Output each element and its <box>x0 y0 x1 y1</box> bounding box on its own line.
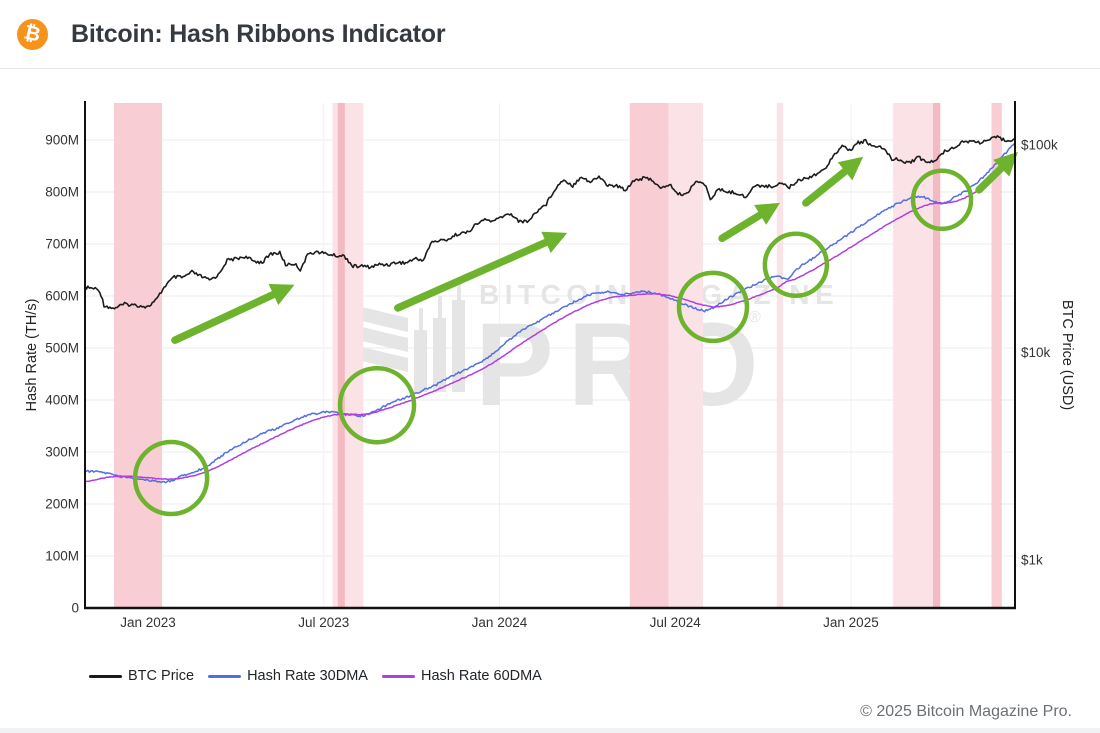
capitulation-band <box>893 103 933 608</box>
watermark-candle-wick <box>457 281 461 302</box>
trend-arrow <box>802 156 864 207</box>
buy-signal-circle <box>762 231 830 299</box>
tick-labels: 0 100M 200M 300M 400M 500M 600M 700M 800M 900M Jan… <box>45 133 1058 631</box>
capitulation-band <box>991 103 1002 608</box>
y-left-tick-label: 600M <box>45 289 79 304</box>
buy-signal-circle <box>910 168 974 232</box>
trend-arrow <box>718 202 780 243</box>
y-left-tick-label: 900M <box>45 133 79 148</box>
legend-label-hash-rate-30dma: Hash Rate 30DMA <box>247 668 368 684</box>
y-right-tick-label: $10k <box>1021 345 1051 360</box>
trend-arrow <box>394 231 568 312</box>
capitulation-band <box>932 103 941 608</box>
y-left-tick-label: 0 <box>71 601 79 616</box>
x-tick-label: Jul 2024 <box>650 615 702 630</box>
y-right-tick-label: $100k <box>1021 138 1058 153</box>
x-tick-label: Jan 2025 <box>823 615 879 630</box>
page-title: Bitcoin: Hash Ribbons Indicator <box>71 19 446 48</box>
capitulation-band <box>337 103 345 608</box>
legend-swatch-btc-price <box>89 674 122 678</box>
legend-item-hash-rate-30dma: Hash Rate 30DMA <box>208 668 368 684</box>
copyright-text: © 2025 Bitcoin Magazine Pro. <box>860 703 1072 720</box>
legend-item-btc-price: BTC Price <box>89 668 194 684</box>
legend-label-hash-rate-60dma: Hash Rate 60DMA <box>420 668 542 684</box>
capitulation-bands <box>114 103 1002 608</box>
y-left-tick-label: 100M <box>45 549 79 564</box>
watermark-candle-wick <box>438 296 442 320</box>
buy-signal-circle <box>132 439 210 517</box>
bitcoin-icon: ₿ <box>17 18 48 50</box>
watermark-candle-wick <box>419 308 423 332</box>
legend-item-hash-rate-60dma: Hash Rate 60DMA <box>381 668 542 684</box>
buy-signal-circle <box>337 365 417 445</box>
y-left-tick-label: 500M <box>45 341 79 356</box>
capitulation-band <box>332 103 364 608</box>
watermark-candle <box>414 330 427 392</box>
chart-legend: BTC Price Hash Rate 30DMA Hash Rate 60DM… <box>89 668 542 684</box>
series-lines <box>84 135 1016 484</box>
bottom-strip <box>0 728 1100 733</box>
y-right-tick-label: $1k <box>1021 553 1043 568</box>
buy-signal-circle <box>676 270 750 344</box>
watermark-candle <box>433 318 446 392</box>
y-left-tick-label: 400M <box>45 393 79 408</box>
x-tick-label: Jan 2024 <box>472 615 528 630</box>
y-left-axis-title: Hash Rate (TH/s) <box>24 299 40 412</box>
y-left-tick-label: 200M <box>45 497 79 512</box>
x-tick-label: Jul 2023 <box>298 615 349 630</box>
watermark-registered-mark: ® <box>749 309 761 326</box>
legend-swatch-hash-rate-60dma <box>381 674 415 678</box>
trend-arrows <box>171 152 1018 344</box>
capitulation-band <box>114 103 163 608</box>
watermark-text-line2: PRO <box>475 299 773 431</box>
capitulation-band <box>668 103 704 608</box>
legend-swatch-hash-rate-30dma <box>208 674 242 678</box>
series-line-hash-rate-30dma <box>85 142 1016 484</box>
y-left-tick-label: 800M <box>45 185 79 200</box>
watermark-candle <box>452 300 465 392</box>
x-tick-label: Jan 2023 <box>120 615 176 630</box>
header: ₿ Bitcoin: Hash Ribbons Indicator <box>0 0 1100 69</box>
axis-frame <box>84 101 1016 610</box>
series-line-hash-rate-60dma <box>84 154 1016 483</box>
buy-signal-circles <box>132 168 974 517</box>
trend-arrow <box>975 152 1018 194</box>
y-right-axis-title: BTC Price (USD) <box>1059 300 1075 410</box>
y-left-tick-label: 300M <box>45 445 79 460</box>
y-left-tick-label: 700M <box>45 237 79 252</box>
legend-label-btc-price: BTC Price <box>128 668 195 684</box>
capitulation-band <box>776 103 783 608</box>
series-line-btc-price <box>84 135 1016 310</box>
trend-arrow <box>171 284 295 344</box>
